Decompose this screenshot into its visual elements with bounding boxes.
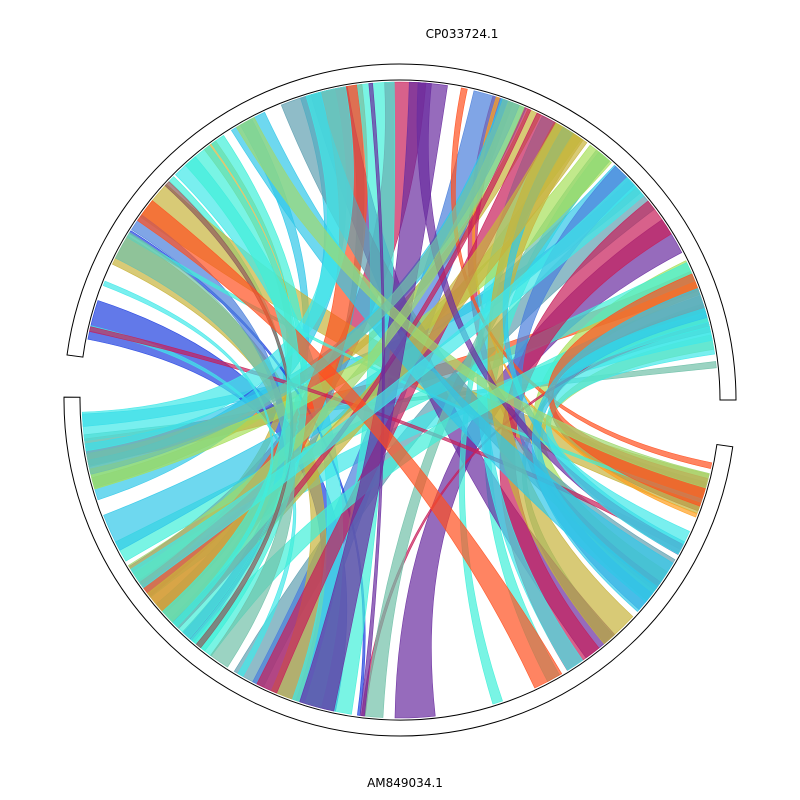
ribbon: [164, 181, 294, 649]
bottom-genome-label: AM849034.1: [367, 776, 443, 790]
ribbon: [450, 87, 713, 469]
genome-segments: [63, 63, 737, 737]
ribbons: [81, 81, 717, 719]
ribbon: [359, 82, 385, 717]
top-genome-arc: [66, 63, 737, 401]
ribbon: [235, 117, 710, 489]
ribbon: [137, 200, 563, 689]
ribbon: [487, 121, 634, 645]
top-genome-label: CP033724.1: [426, 27, 499, 41]
ribbon: [115, 232, 295, 668]
ribbon: [545, 321, 716, 555]
bottom-genome-arc: [63, 396, 734, 737]
ribbon: [531, 288, 708, 612]
ribbon: [81, 86, 354, 452]
ribbon: [364, 149, 611, 718]
ribbon: [162, 145, 301, 639]
ribbon: [86, 98, 520, 475]
ribbon: [130, 177, 645, 589]
